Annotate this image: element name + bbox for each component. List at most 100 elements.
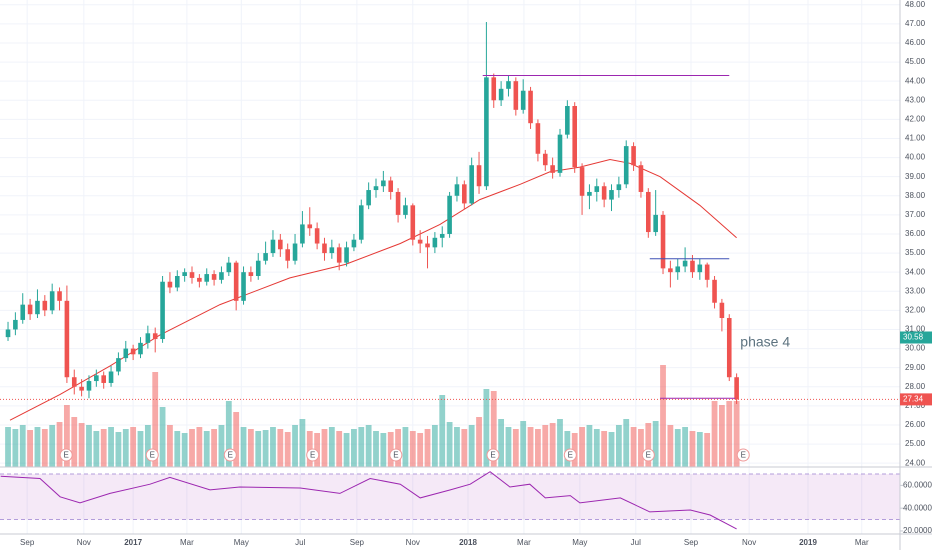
y-tick-label: 24.00 [905,458,926,467]
volume-bar [159,407,166,467]
volume-bar [100,429,107,467]
earnings-badge [59,448,73,462]
candle-body [329,247,335,254]
candle-body [42,300,48,311]
candle-body [395,191,401,215]
x-tick-label: Sep [684,538,699,547]
candle-body [189,272,195,278]
candle-body [506,81,511,89]
volume-bar [395,429,401,467]
candle-body [49,291,55,311]
volume-bar [549,423,556,467]
candle-body [300,224,305,244]
x-tick-label: 2017 [124,538,142,547]
volume-bar [402,427,409,467]
candle-body [35,300,40,315]
x-tick-label: Sep [20,538,35,547]
x-tick-label: May [572,538,587,547]
candle-body [138,342,143,355]
y-tick-label: 37.00 [905,210,926,219]
earnings-badge [223,448,237,462]
candle-body [704,264,710,280]
candle-body [57,291,62,301]
candle-body [425,243,430,248]
candle-body [476,165,482,187]
volume-bar [299,419,306,467]
x-tick-label: Nov [77,538,91,547]
volume-bar [409,431,416,467]
volume-bar [41,429,48,467]
earnings-badge [563,448,577,462]
y-tick-label: 30.00 [905,344,926,353]
volume-bar [240,427,247,467]
candle-body [690,260,695,273]
volume-bar [167,425,173,467]
volume-bar [358,427,365,467]
y-tick-label: 35.00 [905,248,926,257]
candle-body [160,281,165,340]
candle-body [528,90,533,124]
y-tick-label: 40.00 [905,153,926,162]
volume-bar [63,405,70,467]
volume-bar [78,423,85,467]
earnings-label: E [63,451,68,460]
y-tick-label: 33.00 [905,286,926,295]
price-label: 27.34 [903,394,924,403]
volume-bar [292,425,298,467]
candle-body [344,247,349,263]
candle-body [182,272,187,276]
volume-bar [328,427,335,467]
y-tick-label: 42.00 [905,114,926,123]
candle-body [726,318,732,378]
candle-body [675,266,681,273]
price-label: 30.58 [903,333,924,342]
candle-body [94,375,99,382]
volume-bar [667,425,674,467]
candle-body [13,319,18,330]
candle-body [535,123,541,154]
y-tick-label: 46.00 [905,38,926,47]
volume-bar [645,423,652,467]
volume-bar [593,429,600,467]
candle-body [646,191,651,233]
volume-bar [704,433,711,467]
candle-body [557,134,563,173]
price-label-box [900,331,932,344]
y-tick-label: 31.00 [905,325,926,334]
volume-bar [56,422,63,467]
x-tick-label: Mar [180,538,194,547]
candle-body [174,275,180,288]
candle-body [542,153,548,166]
candle-body [351,239,357,248]
volume-bar [336,431,343,467]
volume-bar [19,425,26,467]
volume-bar [387,432,394,467]
candle-body [439,233,445,238]
earnings-label: E [393,451,398,460]
x-tick-label: 2018 [459,538,477,547]
candle-body [520,90,526,110]
candle-body [292,243,298,261]
y-tick-label: 29.00 [905,363,926,372]
earnings-label: E [150,451,155,460]
volume-bar [424,429,431,467]
candle-body [447,195,452,234]
y-tick-label: 27.00 [905,401,926,410]
earnings-badge [486,448,500,462]
volume-bar [27,430,34,467]
candle-body [572,106,578,168]
volume-bar [682,427,689,467]
candle-body [469,165,474,204]
volume-bar [468,425,475,467]
candle-body [373,186,379,191]
volume-bar [520,421,527,467]
candle-body [631,146,636,166]
volume-bar [571,433,578,467]
volume-bar [12,429,19,467]
volume-bar [365,425,372,467]
candle-body [314,228,320,244]
y-tick-label: 38.00 [905,191,926,200]
earnings-badge [306,448,320,462]
volume-bar [34,427,41,467]
